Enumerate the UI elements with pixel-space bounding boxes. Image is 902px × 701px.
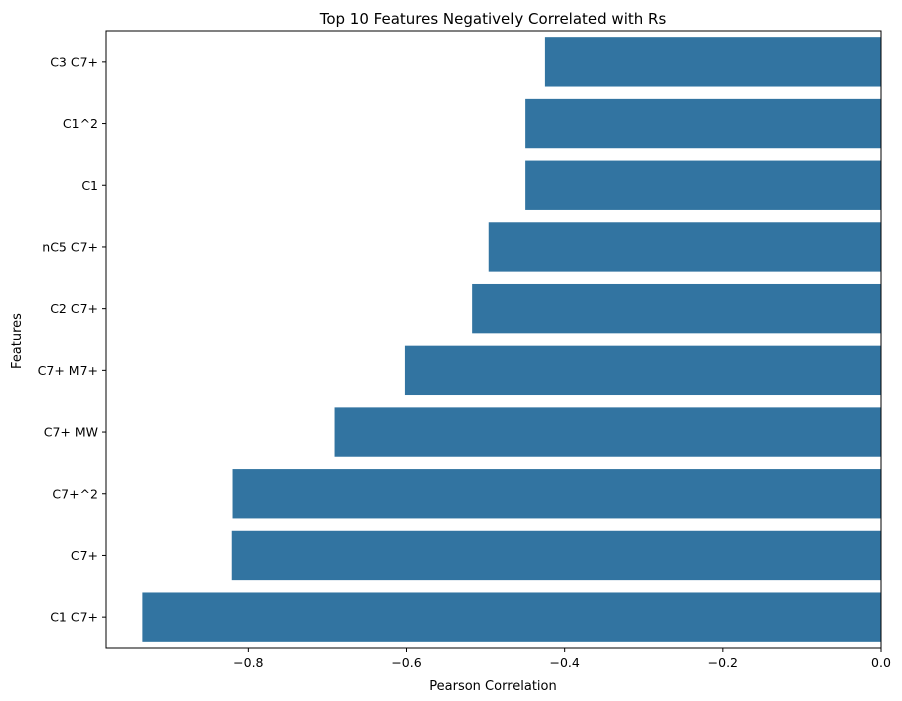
y-axis: C3 C7+ C1^2 C1 nC5 C7+ C2 C7+ C7+ M7+ C7+ MW C7… <box>38 54 106 625</box>
y-tick-label: C1 C7+ <box>50 610 98 625</box>
x-tick-label: −0.2 <box>708 655 738 670</box>
y-tick-label: C2 C7+ <box>50 301 98 316</box>
bar-1 <box>525 98 881 149</box>
y-tick-label: nC5 C7+ <box>42 239 98 254</box>
x-axis-label: Pearson Correlation <box>429 679 556 694</box>
bar-6 <box>334 407 882 457</box>
bar-5 <box>404 345 881 396</box>
x-axis: −0.8 −0.6 −0.4 −0.2 0.0 <box>233 648 891 670</box>
y-tick-label: C1 <box>81 178 98 193</box>
y-tick-label: C7+^2 <box>52 486 98 501</box>
bar-7 <box>232 469 881 519</box>
y-tick-label: C7+ <box>71 548 98 563</box>
x-tick-label: −0.4 <box>549 655 579 670</box>
chart-title: Top 10 Features Negatively Correlated wi… <box>319 10 667 28</box>
bar-0 <box>544 37 881 87</box>
y-tick-label: C7+ M7+ <box>38 363 98 378</box>
y-axis-label: Features <box>10 313 25 369</box>
bar-9 <box>142 592 881 642</box>
y-tick-label: C1^2 <box>63 116 98 131</box>
bar-4 <box>472 283 881 334</box>
bar-2 <box>525 160 881 210</box>
bar-3 <box>488 222 881 272</box>
y-tick-label: C3 C7+ <box>50 54 98 69</box>
x-tick-label: −0.8 <box>233 655 263 670</box>
x-tick-label: −0.6 <box>391 655 421 670</box>
bar-8 <box>231 530 881 581</box>
bars-group <box>142 37 882 642</box>
y-tick-label: C7+ MW <box>44 425 98 440</box>
plot-frame <box>105 30 882 649</box>
x-tick-label: 0.0 <box>871 655 891 670</box>
